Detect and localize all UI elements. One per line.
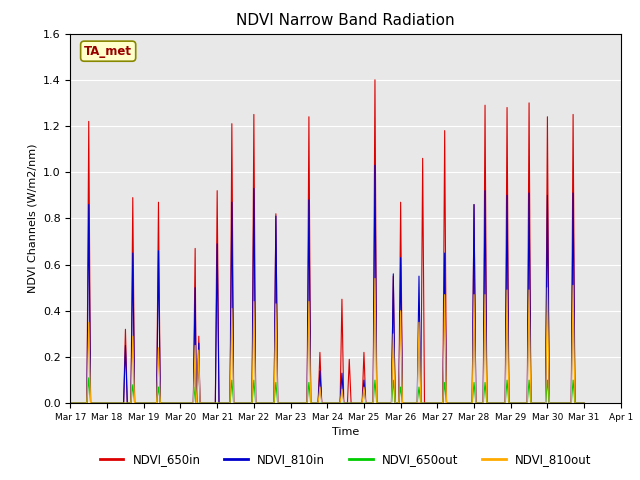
NDVI_810in (571, 400, 579, 406)
Line: NDVI_650out: NDVI_650out (70, 378, 584, 403)
NDVI_650out (228, 377, 236, 383)
Line: NDVI_810out: NDVI_810out (70, 278, 584, 403)
NDVI_810in (371, 162, 379, 168)
NDVI_650in (193, 400, 201, 406)
NDVI_650out (85, 375, 93, 381)
NDVI_810out (270, 400, 278, 406)
NDVI_650in (580, 400, 588, 406)
Line: NDVI_810in: NDVI_810in (70, 165, 584, 403)
NDVI_810out (360, 384, 368, 390)
X-axis label: Time: Time (332, 428, 359, 437)
NDVI_810in (67, 400, 74, 406)
Line: NDVI_650in: NDVI_650in (70, 80, 584, 403)
NDVI_650out (67, 400, 74, 406)
NDVI_810out (555, 400, 563, 406)
NDVI_810in (569, 190, 577, 196)
NDVI_810in (140, 400, 148, 406)
NDVI_650out (274, 400, 282, 406)
NDVI_810out (67, 400, 74, 406)
NDVI_650out (413, 400, 421, 406)
NDVI_810in (580, 400, 588, 406)
NDVI_810out (252, 400, 260, 406)
NDVI_650in (470, 202, 478, 207)
NDVI_810out (191, 343, 199, 348)
NDVI_650in (67, 400, 74, 406)
NDVI_810in (196, 400, 204, 406)
NDVI_650out (468, 400, 476, 406)
Legend: NDVI_650in, NDVI_810in, NDVI_650out, NDVI_810out: NDVI_650in, NDVI_810in, NDVI_650out, NDV… (95, 449, 596, 471)
Title: NDVI Narrow Band Radiation: NDVI Narrow Band Radiation (236, 13, 455, 28)
NDVI_810out (371, 276, 379, 281)
NDVI_650out (156, 400, 164, 406)
NDVI_810out (287, 400, 294, 406)
NDVI_650out (441, 380, 449, 385)
NDVI_810out (580, 400, 588, 406)
NDVI_650in (210, 400, 218, 406)
NDVI_650in (419, 156, 426, 161)
NDVI_810in (505, 400, 513, 406)
NDVI_650in (316, 349, 324, 355)
Text: TA_met: TA_met (84, 45, 132, 58)
NDVI_650in (505, 400, 513, 406)
Y-axis label: NDVI Channels (W/m2/nm): NDVI Channels (W/m2/nm) (28, 144, 37, 293)
NDVI_810in (211, 400, 219, 406)
NDVI_650out (580, 400, 588, 406)
NDVI_650in (371, 77, 379, 83)
